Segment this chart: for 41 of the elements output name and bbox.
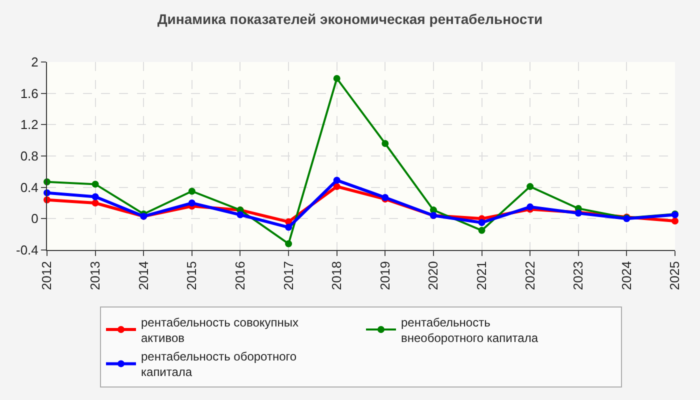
x-tick-label: 2025 (667, 261, 682, 290)
x-tick-label: 2020 (426, 261, 441, 290)
legend-label: рентабельность оборотного капитала (141, 350, 297, 380)
point (526, 203, 534, 210)
point (333, 74, 340, 82)
x-tick-label: 2015 (184, 261, 200, 290)
point (188, 200, 196, 206)
point (382, 140, 389, 147)
point (333, 183, 340, 190)
point (92, 200, 99, 206)
point (285, 240, 292, 248)
y-tick-label: 0.4 (20, 180, 38, 195)
point (236, 211, 244, 218)
point (92, 180, 99, 188)
x-tick-label: 2022 (522, 261, 538, 290)
y-tick-label: -0.4 (16, 242, 38, 258)
point (526, 183, 534, 190)
x-tick-label: 2024 (618, 261, 634, 290)
y-tick-label: 1.2 (20, 117, 38, 132)
x-tick-label: 2014 (136, 261, 151, 290)
y-tick-label: 0.8 (20, 148, 38, 164)
x-tick-label: 2018 (329, 261, 344, 290)
x-tick-label: 2012 (39, 261, 54, 290)
y-tick-label: 0 (31, 211, 38, 226)
point (188, 188, 196, 195)
point (478, 219, 486, 226)
x-tick-label: 2021 (474, 261, 489, 290)
x-tick-label: 2016 (232, 261, 248, 290)
point (285, 224, 292, 231)
x-tick-label: 2019 (377, 261, 392, 290)
chart-title: Динамика показателей экономическая рентабельности (157, 10, 543, 27)
y-tick-label: 1.6 (20, 86, 38, 101)
point (92, 193, 99, 200)
x-tick-label: 2023 (570, 261, 586, 290)
point (672, 218, 678, 225)
x-tick-label: 2017 (280, 261, 296, 290)
point (478, 226, 486, 234)
y-tick-label: 2 (31, 54, 38, 70)
x-tick-label: 2013 (88, 261, 103, 290)
legend-label: рентабельность внеоборотного капитала (401, 315, 538, 345)
point (333, 176, 340, 184)
